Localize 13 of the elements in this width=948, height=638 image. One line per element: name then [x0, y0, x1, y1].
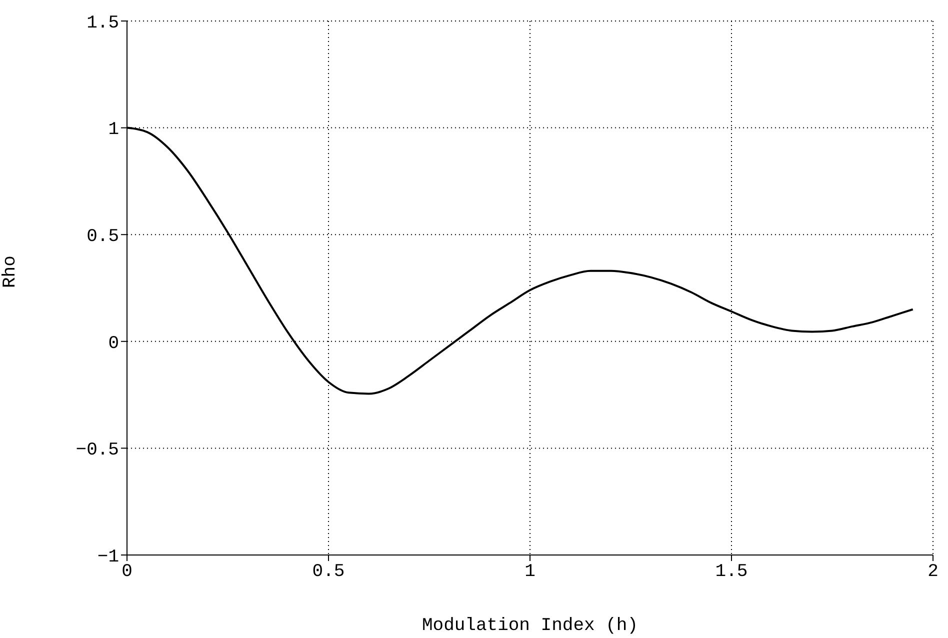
y-axis-title: Rho [0, 256, 20, 288]
y-tick-label: 0.5 [86, 226, 119, 247]
y-tick-label: 1 [108, 120, 119, 140]
x-tick-label: 0 [122, 562, 132, 582]
y-tick-label: −1 [97, 547, 119, 568]
x-tick-label: 0.5 [312, 562, 345, 582]
y-tick-label: 1.5 [86, 13, 119, 34]
x-tick-label: 1 [524, 562, 536, 582]
y-tick-label: −0.5 [76, 440, 119, 461]
y-tick-label: 0 [108, 334, 119, 354]
x-tick-label: 2 [928, 562, 938, 582]
x-axis-title: Modulation Index (h) [422, 616, 638, 636]
x-tick-label: 1.5 [715, 562, 748, 582]
